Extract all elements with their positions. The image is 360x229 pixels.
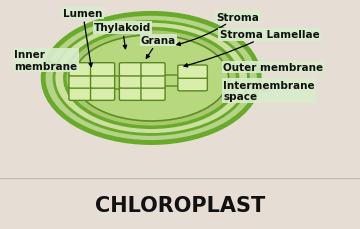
FancyBboxPatch shape	[69, 63, 93, 77]
Text: Stroma Lamellae: Stroma Lamellae	[184, 30, 319, 68]
Ellipse shape	[65, 30, 238, 128]
Text: Intermembrane
space: Intermembrane space	[223, 80, 315, 102]
FancyBboxPatch shape	[69, 88, 93, 101]
FancyBboxPatch shape	[120, 63, 143, 77]
FancyBboxPatch shape	[69, 76, 93, 89]
Ellipse shape	[43, 14, 259, 143]
Text: Inner
membrane: Inner membrane	[14, 50, 77, 71]
FancyBboxPatch shape	[120, 88, 143, 101]
FancyBboxPatch shape	[91, 88, 114, 101]
Text: Outer membrane: Outer membrane	[223, 63, 323, 72]
FancyBboxPatch shape	[120, 76, 143, 89]
FancyBboxPatch shape	[178, 66, 207, 79]
Ellipse shape	[74, 36, 229, 121]
FancyBboxPatch shape	[141, 76, 165, 89]
Text: Lumen: Lumen	[63, 9, 103, 67]
FancyBboxPatch shape	[141, 63, 165, 77]
FancyBboxPatch shape	[178, 78, 207, 91]
Text: Grana: Grana	[141, 36, 176, 59]
FancyBboxPatch shape	[91, 76, 114, 89]
FancyBboxPatch shape	[91, 63, 114, 77]
Ellipse shape	[54, 22, 248, 135]
Text: Stroma: Stroma	[177, 13, 259, 46]
FancyBboxPatch shape	[141, 88, 165, 101]
Text: Thylakoid: Thylakoid	[94, 23, 151, 49]
Text: CHLOROPLAST: CHLOROPLAST	[95, 195, 265, 215]
